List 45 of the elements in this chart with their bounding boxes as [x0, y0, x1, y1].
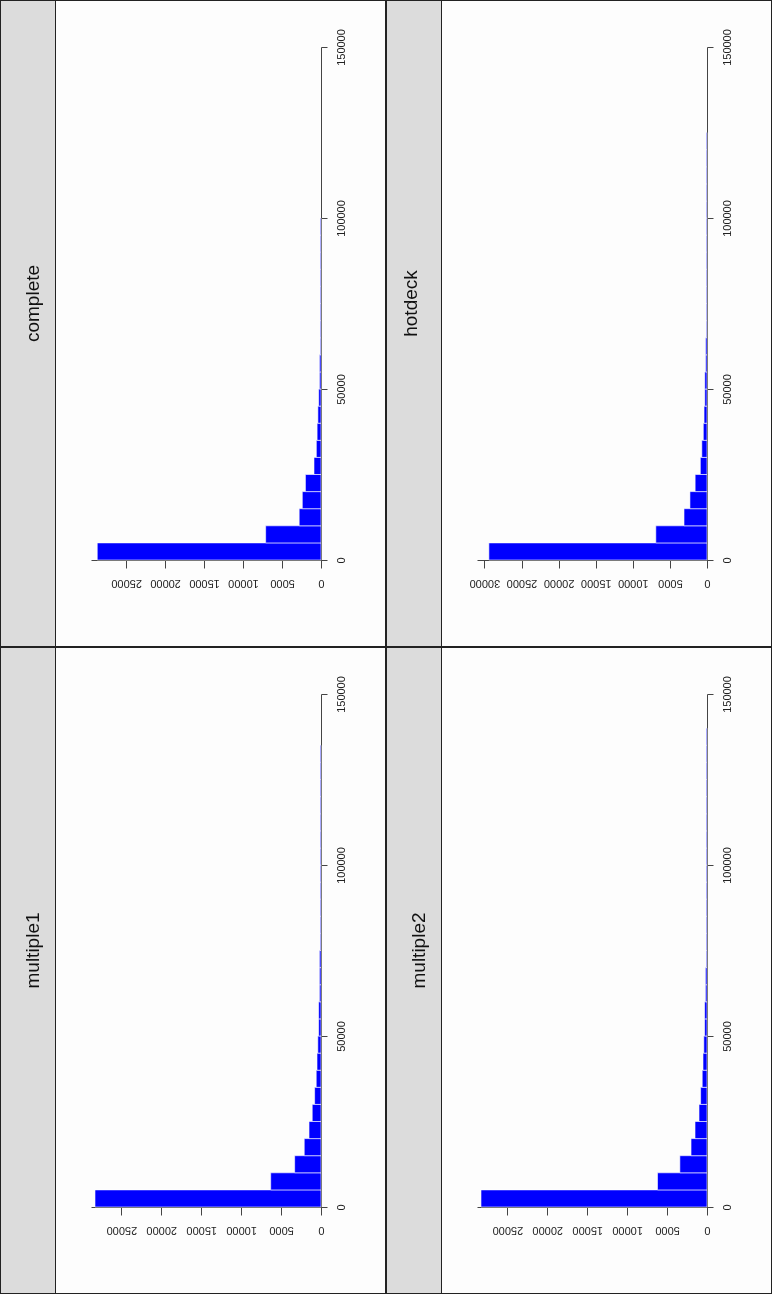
y-tick-label: 100000: [334, 847, 347, 884]
x-tick-label: 15000: [189, 577, 220, 590]
y-tick-label: 150000: [720, 29, 733, 66]
x-tick-label: 0: [704, 577, 711, 590]
x-tick-label: 30000: [469, 577, 501, 590]
x-tick-label: 0: [318, 1224, 325, 1237]
x-tick-label: 20000: [150, 577, 181, 590]
text: hotdeck: [400, 269, 422, 337]
y-tick-label: 0: [720, 557, 733, 564]
y-tick-label: 0: [720, 1204, 733, 1211]
y-tick-label: 0: [334, 1204, 347, 1211]
y-tick-label: 50000: [334, 1021, 347, 1052]
text: multiple1: [22, 912, 43, 989]
x-tick-label: 5000: [270, 577, 295, 590]
x-tick-label: 25000: [492, 1224, 524, 1237]
x-tick-label: 5000: [269, 1224, 294, 1237]
x-tick-label: 20000: [532, 1224, 564, 1237]
x-tick-label: 0: [704, 1224, 711, 1237]
x-tick-label: 5000: [655, 1224, 680, 1237]
x-tick-label: 15000: [186, 1224, 218, 1237]
x-tick-label: 25000: [106, 1224, 138, 1237]
y-tick-label: 150000: [334, 29, 347, 66]
text: complete: [22, 264, 43, 343]
y-tick-label: 100000: [334, 200, 347, 237]
y-tick-label: 150000: [720, 676, 733, 713]
x-tick-label: 20000: [146, 1224, 178, 1237]
y-tick-label: 150000: [334, 676, 347, 713]
x-tick-label: 10000: [618, 577, 649, 590]
x-tick-label: 10000: [226, 1224, 257, 1237]
y-tick-label: 100000: [720, 200, 733, 237]
text: multiple2: [408, 912, 429, 989]
x-tick-label: 5000: [658, 577, 683, 590]
x-tick-label: 0: [318, 577, 325, 590]
x-tick-label: 25000: [506, 577, 538, 590]
x-tick-label: 20000: [543, 577, 575, 590]
y-tick-label: 100000: [720, 847, 733, 884]
x-tick-label: 15000: [580, 577, 612, 590]
x-tick-label: 25000: [111, 577, 142, 590]
y-tick-label: 50000: [720, 374, 733, 405]
y-tick-label: 0: [334, 557, 347, 564]
y-tick-label: 50000: [720, 1021, 733, 1052]
x-tick-label: 10000: [228, 577, 259, 590]
x-tick-label: 10000: [612, 1224, 643, 1237]
y-tick-label: 50000: [334, 374, 347, 405]
x-tick-label: 15000: [572, 1224, 604, 1237]
